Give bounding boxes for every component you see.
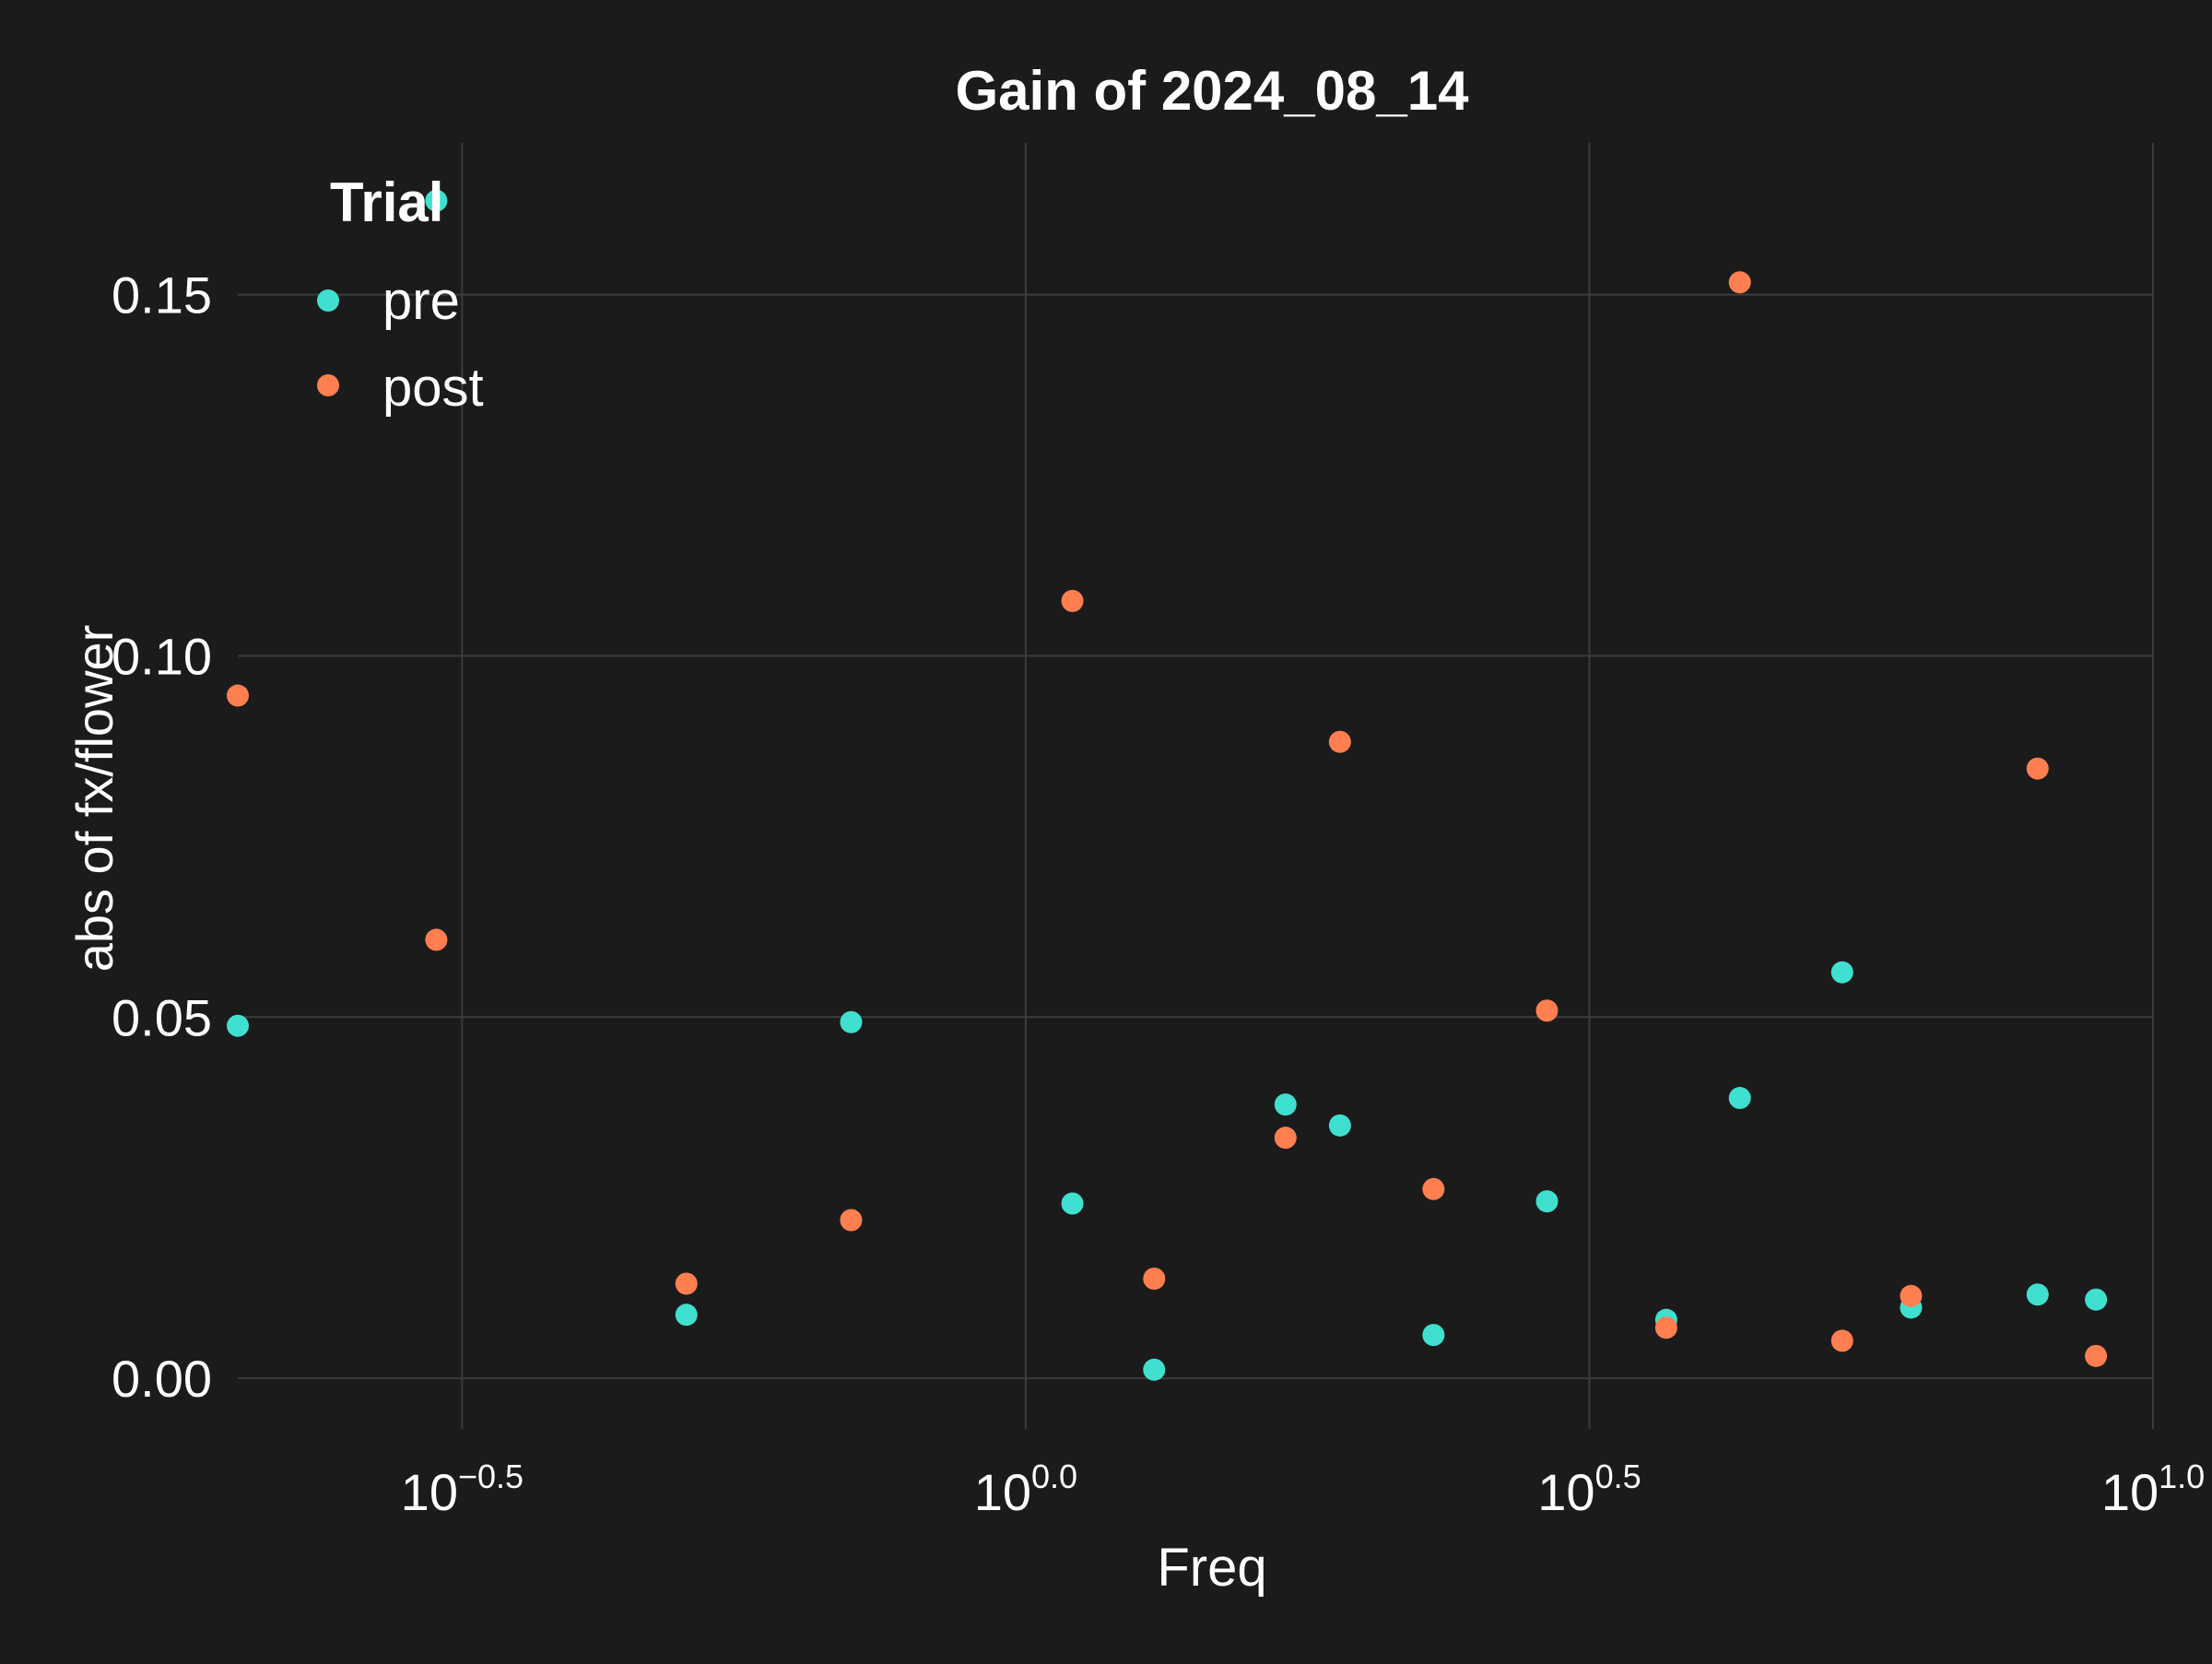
data-point-post [1535,999,1559,1022]
data-points [227,189,2108,1381]
y-tick-label: 0.10 [112,627,212,685]
legend-marker-post [317,374,339,396]
chart-title: Gain of 2024_08_14 [955,60,1469,122]
axis-ticks: 10−0.5 100.0 100.5 101.00.000.050.100.15 [112,266,2205,1521]
x-tick-label: 100.0 [974,1457,1077,1521]
data-point-pre [1274,1093,1297,1116]
x-tick-exponent: 0.5 [1595,1457,1641,1495]
legend-label-post: post [382,358,484,418]
x-tick-base: 10 [401,1463,458,1521]
x-tick-base: 10 [974,1463,1031,1521]
data-point-pre [675,1304,698,1327]
data-point-pre [1728,1087,1751,1110]
data-point-pre [1830,961,1853,984]
data-point-post [1143,1267,1166,1290]
y-tick-label: 0.15 [112,266,212,325]
data-point-pre [1535,1190,1559,1213]
data-point-pre [227,1014,249,1037]
data-point-pre [2026,1283,2049,1306]
data-point-pre [425,189,448,212]
grid-lines [238,143,2154,1429]
x-tick-label: 100.5 [1537,1457,1641,1521]
y-tick-label: 0.05 [112,988,212,1046]
data-point-post [1274,1127,1297,1150]
data-point-post [840,1209,863,1232]
data-point-post [1728,271,1751,294]
data-point-post [1900,1284,1923,1307]
data-point-pre [1328,1114,1351,1137]
legend: Trial pre post [317,171,484,418]
data-point-post [1328,730,1351,753]
x-tick-label: 10−0.5 [401,1457,524,1521]
data-point-post [1830,1329,1853,1352]
data-point-post [227,684,249,707]
y-axis-label: abs of fx/flower [65,625,124,973]
legend-title: Trial [330,171,443,233]
data-point-post [2085,1344,2108,1367]
legend-label-pre: pre [382,271,460,331]
x-tick-label: 101.0 [2101,1457,2205,1521]
data-point-pre [1422,1324,1445,1347]
x-tick-exponent: 1.0 [2159,1457,2205,1495]
data-point-post [1061,589,1084,612]
data-point-pre [1143,1358,1166,1381]
x-tick-exponent: 0.0 [1031,1457,1077,1495]
x-tick-base: 10 [2101,1463,2159,1521]
data-point-post [675,1272,698,1295]
x-tick-base: 10 [1537,1463,1594,1521]
data-point-post [1422,1177,1445,1200]
x-tick-exponent: −0.5 [458,1457,524,1495]
data-point-pre [2085,1288,2108,1311]
x-axis-label: Freq [1157,1538,1266,1598]
data-point-post [1654,1316,1677,1339]
data-point-pre [840,1010,863,1033]
data-point-post [2026,757,2049,780]
y-tick-label: 0.00 [112,1350,212,1408]
data-point-post [425,928,448,951]
legend-marker-pre [317,289,339,312]
data-point-pre [1061,1192,1084,1215]
